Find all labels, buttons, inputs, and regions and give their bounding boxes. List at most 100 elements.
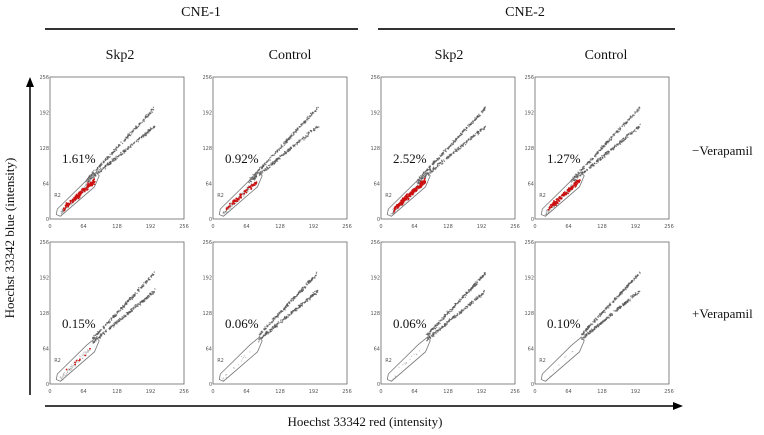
y-tick-label: 128 (203, 146, 212, 152)
facs-panel: 0 64 128 192 256 0 64 128 192 256 R2 (40, 240, 189, 395)
x-tick-label: 128 (275, 224, 285, 230)
facs-panel: 0 64 128 192 256 0 64 128 192 256 R2 (525, 240, 674, 395)
y-tick-label: 128 (371, 311, 380, 317)
y-tick-label: 192 (371, 276, 380, 282)
x-tick-label: 0 (533, 389, 536, 395)
y-tick-label: 192 (371, 111, 380, 117)
x-tick-label: 0 (379, 224, 382, 230)
facs-panel: 0 64 128 192 256 0 64 128 192 256 R2 (203, 75, 352, 230)
side-population-percent: 0.10% (547, 316, 581, 331)
group-label-cne1: CNE-1 (181, 5, 221, 20)
y-tick-label: 0 (377, 217, 380, 223)
event-dots (546, 271, 641, 381)
event-dots (544, 106, 641, 216)
x-tick-label: 256 (510, 224, 520, 230)
gate-r2 (55, 171, 100, 217)
column-label-control-cne2: Control (584, 48, 628, 63)
x-tick-label: 128 (443, 224, 453, 230)
plot-frame (534, 76, 670, 220)
facs-panel: 0 64 128 192 256 0 64 128 192 256 R2 (40, 75, 189, 230)
y-tick-label: 128 (525, 146, 534, 152)
plot-frame (212, 76, 348, 220)
x-tick-label: 128 (597, 224, 607, 230)
x-tick-label: 128 (443, 389, 453, 395)
column-label-skp2-cne2: Skp2 (434, 48, 464, 63)
x-axis-title: Hoechst 33342 red (intensity) (287, 414, 443, 429)
gate-label: R2 (385, 193, 392, 199)
x-tick-label: 256 (342, 224, 352, 230)
y-tick-label: 128 (40, 146, 49, 152)
gate-r2 (218, 336, 263, 382)
y-tick-label: 64 (206, 182, 212, 188)
y-tick-label: 64 (528, 182, 534, 188)
y-tick-label: 256 (371, 75, 380, 81)
facs-panel: 0 64 128 192 256 0 64 128 192 256 R2 (525, 75, 674, 230)
x-tick-label: 192 (309, 224, 319, 230)
gate-label: R2 (217, 193, 224, 199)
x-tick-label: 64 (411, 389, 417, 395)
side-population-percent: 0.06% (393, 316, 427, 331)
y-tick-label: 192 (525, 111, 534, 117)
event-dots (390, 272, 486, 382)
gate-label: R2 (539, 193, 546, 199)
y-tick-label: 64 (374, 182, 380, 188)
x-tick-label: 256 (664, 389, 674, 395)
x-tick-label: 256 (179, 224, 189, 230)
row-label-plus-verapamil: +Verapamil (692, 306, 753, 321)
x-tick-label: 64 (243, 389, 249, 395)
y-tick-label: 0 (377, 382, 380, 388)
x-tick-label: 0 (211, 389, 214, 395)
event-dots (222, 106, 320, 215)
y-tick-label: 0 (46, 217, 49, 223)
gate-label: R2 (217, 358, 224, 364)
y-tick-label: 64 (43, 182, 49, 188)
x-tick-label: 256 (179, 389, 189, 395)
y-tick-label: 128 (40, 311, 49, 317)
x-tick-label: 0 (533, 224, 536, 230)
x-tick-label: 192 (146, 389, 156, 395)
y-tick-label: 128 (525, 311, 534, 317)
side-population-percent: 1.27% (547, 151, 581, 166)
side-population-percent: 2.52% (393, 151, 427, 166)
y-tick-label: 0 (531, 382, 534, 388)
y-axis-title: Hoechst 33342 blue (intensity) (2, 157, 17, 319)
y-tick-label: 64 (374, 347, 380, 353)
gate-r2 (218, 171, 263, 217)
y-tick-label: 0 (531, 217, 534, 223)
column-label-skp2-cne1: Skp2 (105, 48, 135, 63)
facs-panel: 0 64 128 192 256 0 64 128 192 256 R2 (371, 240, 520, 395)
y-tick-label: 256 (203, 240, 212, 246)
x-tick-label: 256 (510, 389, 520, 395)
gate-label: R2 (385, 358, 392, 364)
x-tick-label: 64 (565, 224, 571, 230)
x-tick-label: 256 (342, 389, 352, 395)
x-tick-label: 192 (477, 224, 487, 230)
x-tick-label: 0 (379, 389, 382, 395)
column-label-control-cne1: Control (268, 48, 312, 63)
plot-frame (49, 241, 185, 385)
plot-frame (380, 241, 516, 385)
x-tick-label: 256 (664, 224, 674, 230)
plot-frame (49, 76, 185, 220)
gate-r2 (386, 171, 431, 217)
x-tick-label: 192 (309, 389, 319, 395)
side-population-percent: 0.06% (225, 316, 259, 331)
gate-label: R2 (54, 193, 61, 199)
y-tick-label: 256 (525, 75, 534, 81)
y-tick-label: 128 (371, 146, 380, 152)
x-tick-label: 64 (565, 389, 571, 395)
plot-frame (380, 76, 516, 220)
x-tick-label: 128 (275, 389, 285, 395)
plot-frame (534, 241, 670, 385)
y-tick-label: 64 (206, 347, 212, 353)
x-tick-label: 0 (48, 389, 51, 395)
facs-panel: 0 64 128 192 256 0 64 128 192 256 R2 (371, 75, 520, 230)
y-tick-label: 192 (203, 111, 212, 117)
group-label-cne2: CNE-2 (505, 5, 545, 20)
gate-r2 (386, 336, 431, 382)
y-tick-label: 0 (209, 217, 212, 223)
event-dots (390, 106, 487, 215)
x-tick-label: 128 (112, 224, 122, 230)
gate-label: R2 (539, 358, 546, 364)
x-tick-label: 192 (146, 224, 156, 230)
